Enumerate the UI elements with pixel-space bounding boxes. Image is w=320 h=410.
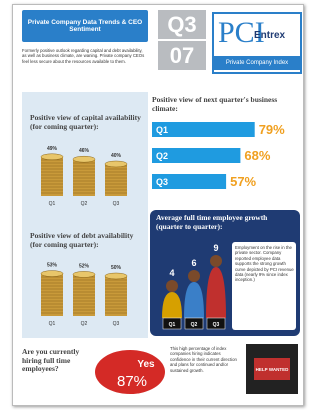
coin-top — [41, 271, 63, 277]
sign-text: HELP WANTED — [256, 367, 289, 372]
category-label: Q2 — [191, 322, 198, 328]
employee-value: 4 — [169, 268, 174, 278]
figure-body — [206, 267, 226, 318]
employee-figure — [184, 270, 204, 318]
coin-top — [73, 156, 95, 162]
hiring-answer: Yes — [137, 359, 155, 370]
bar-value-label: 79% — [259, 122, 285, 137]
value-label: 46% — [79, 148, 90, 154]
category-label: Q1 — [49, 201, 56, 207]
employee-value: 9 — [213, 243, 218, 253]
category-label: Q3 — [113, 321, 120, 327]
coin-stack — [105, 273, 127, 316]
figure-head — [210, 255, 222, 267]
coin-top — [73, 271, 95, 277]
coin-stack — [105, 161, 127, 196]
bar-category: Q3 — [156, 177, 168, 187]
employee-figure — [162, 280, 182, 318]
figure-head — [166, 280, 178, 292]
value-label: 49% — [47, 146, 58, 152]
infographic: Private Company Data Trends & CEO Sentim… — [0, 0, 314, 410]
coin-top — [105, 161, 127, 167]
graphics: 49% Q1 46% Q2 40% Q3 53% Q1 52% Q2 50% Q3 Q1 79% Q2 68%… — [0, 0, 314, 410]
category-label: Q3 — [213, 322, 220, 328]
coin-stack — [73, 156, 95, 196]
bar-value-label: 57% — [230, 174, 256, 189]
category-label: Q2 — [81, 321, 88, 327]
value-label: 53% — [47, 263, 58, 269]
employee-value: 6 — [191, 258, 196, 268]
category-label: Q3 — [113, 201, 120, 207]
category-label: Q1 — [169, 322, 176, 328]
coin-stack — [41, 154, 63, 196]
coin-body — [73, 159, 95, 196]
coin-top — [105, 273, 127, 279]
value-label: 52% — [79, 263, 90, 269]
category-label: Q2 — [81, 201, 88, 207]
figure-body — [184, 282, 204, 318]
coin-stack — [73, 271, 95, 316]
figure-head — [188, 270, 200, 282]
hiring-value: 87% — [117, 373, 147, 390]
figure-body — [162, 292, 182, 318]
bar-category: Q1 — [156, 125, 168, 135]
value-label: 50% — [111, 265, 122, 271]
coin-top — [41, 154, 63, 160]
bar-category: Q2 — [156, 151, 168, 161]
coin-stack — [41, 271, 63, 316]
category-label: Q1 — [49, 321, 56, 327]
value-label: 40% — [111, 153, 122, 159]
bar-value-label: 68% — [244, 148, 270, 163]
employee-figure — [206, 255, 226, 318]
